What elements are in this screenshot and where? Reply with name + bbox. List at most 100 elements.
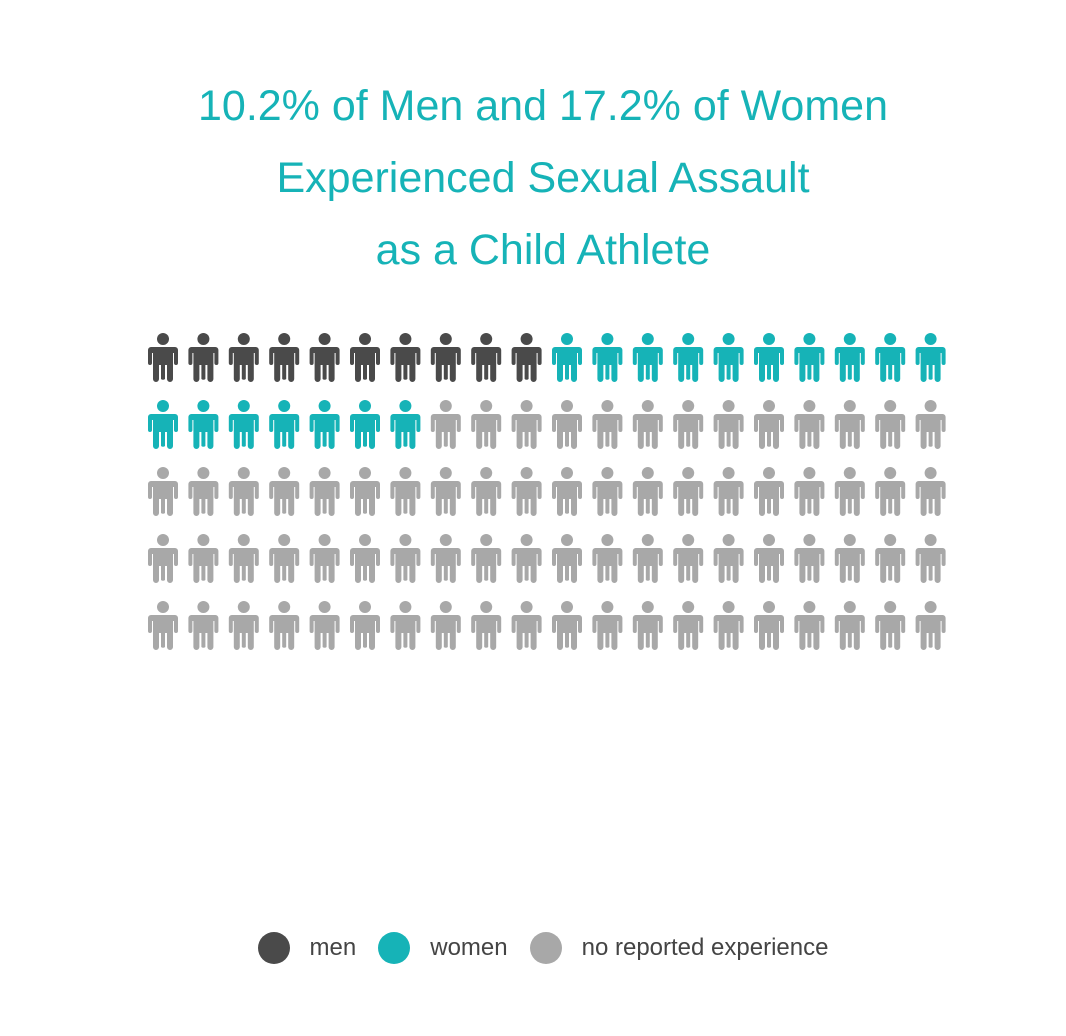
person-icon-no-reported-experience [592, 534, 623, 583]
person-icon-no-reported-experience [915, 400, 946, 449]
person-icon-no-reported-experience [632, 601, 663, 650]
person-icon-no-reported-experience [471, 601, 502, 650]
legend-label-women: women [430, 934, 508, 961]
person-icon-no-reported-experience [188, 601, 219, 650]
person-icon-men [430, 333, 461, 382]
person-icon-no-reported-experience [754, 601, 784, 650]
pictogram-grid [148, 333, 946, 650]
person-icon-women [148, 400, 178, 449]
legend-swatch-women [378, 932, 411, 964]
person-icon-no-reported-experience [188, 467, 219, 516]
person-icon-men [309, 333, 340, 382]
person-icon-no-reported-experience [592, 467, 623, 516]
person-icon-no-reported-experience [632, 467, 663, 516]
person-icon-no-reported-experience [875, 601, 906, 650]
person-icon-women [713, 333, 744, 382]
legend-label-no-reported-experience: no reported experience [581, 934, 829, 961]
legend-swatch-men [257, 932, 290, 964]
person-icon-men [228, 333, 259, 382]
person-icon-no-reported-experience [309, 534, 340, 583]
person-icon-no-reported-experience [390, 534, 421, 583]
person-icon-no-reported-experience [309, 467, 340, 516]
person-icon-no-reported-experience [754, 467, 784, 516]
person-icon-no-reported-experience [269, 467, 300, 516]
person-icon-no-reported-experience [673, 601, 704, 650]
person-icon-no-reported-experience [350, 534, 380, 583]
person-icon-no-reported-experience [471, 467, 502, 516]
person-icon-men [148, 333, 178, 382]
person-icon-women [875, 333, 906, 382]
legend-item-no-reported-experience: no reported experience [529, 932, 829, 964]
person-icon-women [309, 400, 340, 449]
person-icon-no-reported-experience [713, 467, 744, 516]
person-icon-no-reported-experience [471, 534, 502, 583]
person-icon-no-reported-experience [511, 400, 542, 449]
person-icon-men [350, 333, 380, 382]
person-icon-no-reported-experience [390, 467, 421, 516]
person-icon-men [511, 333, 542, 382]
person-icon-no-reported-experience [673, 467, 704, 516]
person-icon-no-reported-experience [713, 400, 744, 449]
person-icon-no-reported-experience [794, 467, 825, 516]
person-icon-no-reported-experience [511, 534, 542, 583]
person-icon-no-reported-experience [430, 601, 461, 650]
person-icon-no-reported-experience [592, 601, 623, 650]
legend-item-men: men [257, 932, 357, 964]
person-icon-no-reported-experience [148, 601, 178, 650]
person-icon-no-reported-experience [713, 601, 744, 650]
person-icon-no-reported-experience [309, 601, 340, 650]
legend-item-women: women [378, 932, 508, 964]
person-icon-no-reported-experience [390, 601, 421, 650]
person-icon-no-reported-experience [269, 534, 300, 583]
person-icon-women [350, 400, 380, 449]
person-icon-no-reported-experience [713, 534, 744, 583]
person-icon-men [390, 333, 421, 382]
person-icon-no-reported-experience [228, 467, 259, 516]
person-icon-no-reported-experience [915, 601, 946, 650]
person-icon-no-reported-experience [430, 534, 461, 583]
person-icon-women [552, 333, 582, 382]
person-icon-no-reported-experience [834, 400, 865, 449]
person-icon-no-reported-experience [148, 534, 178, 583]
person-icon-no-reported-experience [673, 400, 704, 449]
person-icon-women [754, 333, 784, 382]
person-icon-no-reported-experience [148, 467, 178, 516]
person-icon-no-reported-experience [632, 534, 663, 583]
person-icon-no-reported-experience [834, 467, 865, 516]
person-icon-no-reported-experience [754, 534, 784, 583]
legend: men women no reported experience [0, 932, 1066, 964]
legend-label-men: men [309, 934, 357, 961]
person-icon-no-reported-experience [430, 467, 461, 516]
person-icon-no-reported-experience [915, 534, 946, 583]
person-icon-men [471, 333, 502, 382]
person-icon-no-reported-experience [511, 601, 542, 650]
chart-title: 10.2% of Men and 17.2% of Women Experien… [0, 70, 1066, 286]
person-icon-no-reported-experience [754, 400, 784, 449]
person-icon-women [228, 400, 259, 449]
legend-swatch-no-reported-experience [529, 932, 562, 964]
person-icon-women [269, 400, 300, 449]
person-icon-no-reported-experience [228, 601, 259, 650]
person-icon-no-reported-experience [834, 601, 865, 650]
person-icon-women [188, 400, 219, 449]
person-icon-women [390, 400, 421, 449]
person-icon-no-reported-experience [673, 534, 704, 583]
person-icon-women [592, 333, 623, 382]
person-icon-no-reported-experience [350, 467, 380, 516]
person-icon-no-reported-experience [592, 400, 623, 449]
person-icon-men [188, 333, 219, 382]
title-line-2: Experienced Sexual Assault [276, 154, 810, 202]
person-icon-women [834, 333, 865, 382]
person-icon-no-reported-experience [794, 601, 825, 650]
title-line-3: as a Child Athlete [375, 226, 711, 274]
person-icon-women [632, 333, 663, 382]
person-icon-women [915, 333, 946, 382]
person-icon-no-reported-experience [552, 467, 582, 516]
person-icon-no-reported-experience [632, 400, 663, 449]
person-icon-women [794, 333, 825, 382]
person-icon-no-reported-experience [350, 601, 380, 650]
person-icon-no-reported-experience [875, 467, 906, 516]
person-icon-no-reported-experience [552, 601, 582, 650]
person-icon-no-reported-experience [875, 400, 906, 449]
